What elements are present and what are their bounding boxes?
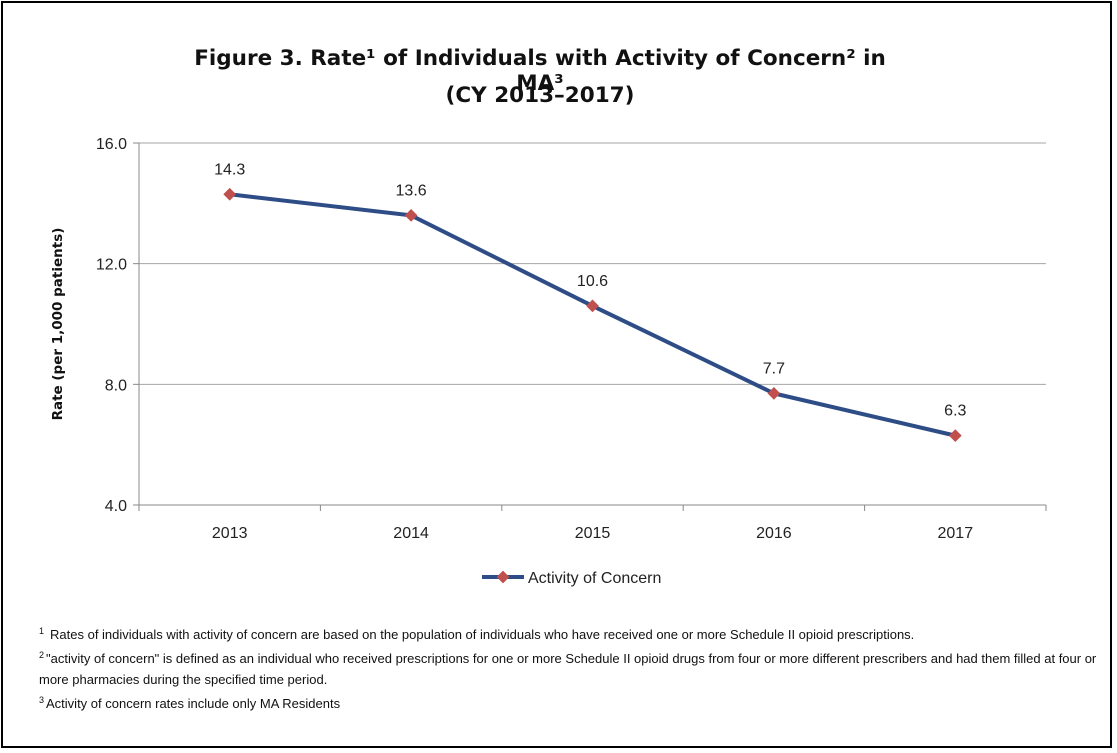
footnote-2-number: 2 xyxy=(39,650,45,660)
y-tick-label: 12.0 xyxy=(96,257,127,274)
footnote-1: 1 Rates of individuals with activity of c… xyxy=(39,621,1099,645)
data-point-2016 xyxy=(767,387,781,400)
legend-label: Activity of Concern xyxy=(528,570,661,587)
legend: Activity of Concern xyxy=(482,570,661,587)
data-label-2016: 7.7 xyxy=(763,360,785,377)
footnote-1-number: 1 xyxy=(39,626,45,636)
x-tick-label: 2015 xyxy=(575,525,611,542)
data-label-2017: 6.3 xyxy=(944,403,966,420)
series-layer xyxy=(223,187,962,442)
chart-title-line1: Figure 3. Rate¹ of Individuals with Acti… xyxy=(194,46,886,96)
footnote-2: 2 "activity of concern" is defined as an … xyxy=(39,645,1099,690)
data-label-2015: 10.6 xyxy=(577,273,608,290)
data-point-2014 xyxy=(404,209,418,222)
data-label-2013: 14.3 xyxy=(214,161,245,178)
axis-layer: 4.0 8.0 12.0 16.0 2013 2014 2015 2016 2017 Rate (… xyxy=(50,136,1047,542)
data-label-2014: 13.6 xyxy=(396,182,427,199)
y-tick-label: 8.0 xyxy=(105,377,127,394)
x-tick-label: 2013 xyxy=(212,525,248,542)
chart-title-line2: (CY 2013–2017) xyxy=(445,83,635,108)
series-line xyxy=(227,192,958,438)
y-tick-label: 4.0 xyxy=(105,498,127,515)
footnotes: 1 Rates of individuals with activity of c… xyxy=(39,621,1099,714)
label-layer: 14.3 13.6 10.6 7.7 6.3 xyxy=(214,161,966,419)
grid-layer xyxy=(139,142,1046,385)
footnote-3: 3 Activity of concern rates include only … xyxy=(39,690,1099,714)
footnote-3-number: 3 xyxy=(39,695,45,705)
data-point-2013 xyxy=(223,187,237,201)
data-point-2017 xyxy=(948,429,962,442)
footnote-2-text: "activity of concern" is defined as an i… xyxy=(39,651,1097,687)
x-tick-label: 2014 xyxy=(393,525,429,542)
y-tick-label: 16.0 xyxy=(96,136,127,153)
footnote-3-text: Activity of concern rates include only M… xyxy=(46,696,341,711)
x-tick-label: 2017 xyxy=(938,525,974,542)
line-chart: 4.0 8.0 12.0 16.0 2013 2014 2015 2016 2017 Rate (… xyxy=(50,136,1047,587)
legend-swatch-marker xyxy=(496,570,510,584)
y-axis-title: Rate (per 1,000 patients) xyxy=(50,228,66,421)
x-tick-label: 2016 xyxy=(756,525,792,542)
footnote-1-text: Rates of individuals with activity of co… xyxy=(50,627,915,642)
